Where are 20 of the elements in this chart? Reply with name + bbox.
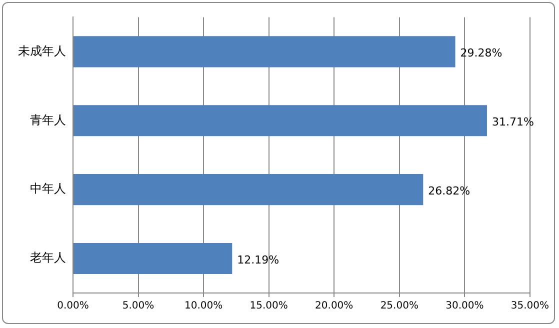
x-tick-label: 35.00% (510, 300, 550, 312)
y-tick-label: 老年人 (30, 250, 66, 265)
bar (74, 174, 424, 206)
x-tick-label: 15.00% (250, 300, 288, 312)
x-tick-label: 30.00% (446, 300, 484, 312)
data-label: 29.28% (460, 46, 502, 60)
bar (74, 243, 232, 274)
data-label: 26.82% (428, 184, 470, 198)
y-tick-label: 青年人 (30, 112, 66, 127)
x-tick-label: 10.00% (184, 300, 223, 312)
y-tick-label: 未成年人 (18, 44, 66, 58)
x-tick-label: 0.00% (57, 300, 89, 312)
x-tick-label: 5.00% (122, 300, 154, 312)
y-tick-label: 中年人 (30, 182, 66, 196)
data-label: 31.71% (492, 115, 534, 128)
x-tick-label: 20.00% (315, 300, 354, 312)
data-label: 12.19% (237, 253, 280, 266)
bar (74, 105, 487, 136)
x-tick-label: 25.00% (380, 300, 418, 312)
bar (74, 36, 456, 68)
